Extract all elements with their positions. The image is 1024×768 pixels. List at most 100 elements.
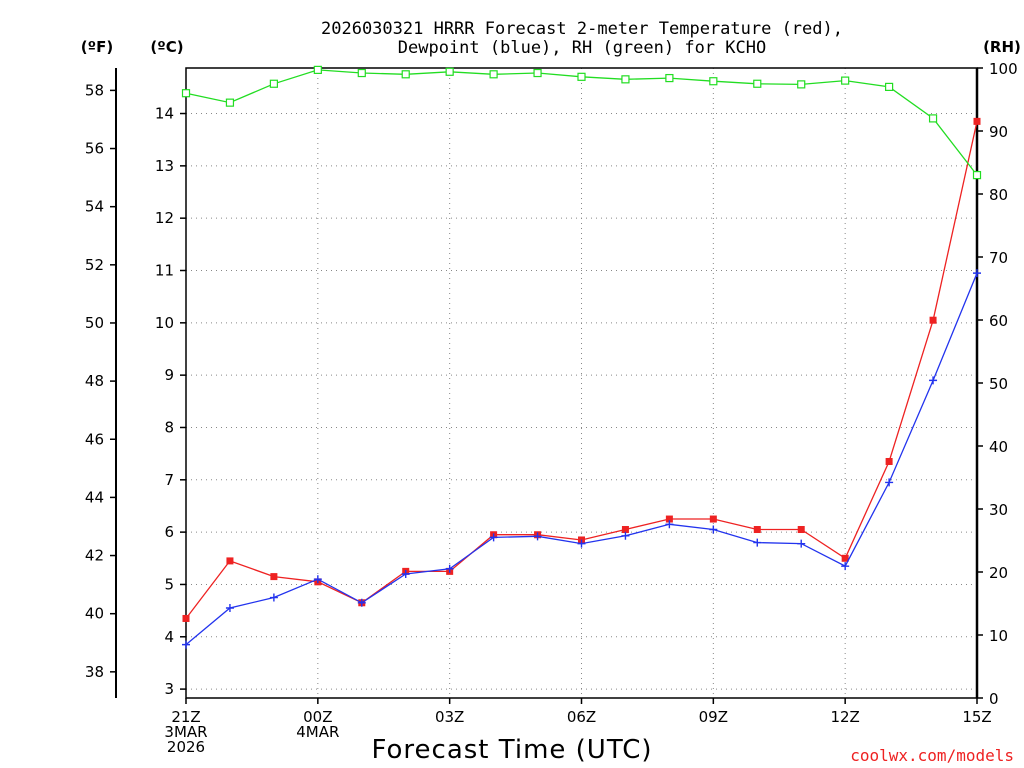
labels: 2026030321 HRRR Forecast 2-meter Tempera… (81, 19, 1021, 765)
dewpoint-point (269, 593, 278, 602)
rh-point (972, 171, 982, 180)
dewpoint-point (182, 640, 190, 649)
dewpoint-point (489, 533, 498, 542)
rh-axis-label: (RH) (983, 38, 1021, 56)
celsius-tick-label: 13 (155, 157, 174, 175)
celsius-tick-label: 4 (164, 628, 174, 646)
rh-tick-label: 50 (989, 375, 1008, 393)
fahrenheit-tick-label: 50 (85, 314, 104, 332)
dewpoint-point (401, 569, 410, 578)
rh-tick-label: 40 (989, 438, 1008, 456)
dewpoint-point (357, 598, 366, 607)
dewpoint-point (929, 376, 938, 385)
x-tick-label: 03Z (435, 708, 464, 726)
rh-point (225, 98, 235, 107)
rh-tick-label: 20 (989, 564, 1008, 582)
rh-point (533, 68, 542, 78)
temperature-point (841, 554, 849, 562)
rh-point (489, 70, 498, 79)
fahrenheit-tick-label: 48 (85, 372, 104, 390)
dewpoint-point (225, 604, 234, 612)
rh-point (665, 73, 674, 83)
fahrenheit-tick-label: 44 (85, 488, 104, 506)
rh-point (885, 82, 894, 92)
rh-point (753, 79, 762, 88)
fahrenheit-tick-label: 58 (85, 81, 104, 99)
fahrenheit-axis-label: (ºF) (81, 38, 113, 56)
rh-tick-label: 30 (989, 501, 1008, 519)
dewpoint-point (973, 269, 981, 278)
rh-tick-label: 70 (989, 249, 1008, 267)
x-tick-label: 4MAR (296, 723, 339, 741)
temperature-point (885, 457, 893, 465)
rh-point (797, 80, 806, 89)
x-tick-label: 12Z (830, 708, 859, 726)
fahrenheit-tick-label: 56 (85, 140, 104, 158)
celsius-tick-label: 5 (164, 575, 174, 593)
chart-title-line-1: 2026030321 HRRR Forecast 2-meter Tempera… (321, 19, 843, 39)
dewpoint-point (841, 562, 850, 571)
temperature-point (709, 515, 717, 523)
celsius-tick-label: 12 (155, 209, 174, 227)
fahrenheit-tick-label: 42 (85, 547, 104, 565)
gridlines (185, 68, 978, 698)
temperature-point (621, 526, 629, 534)
rh-tick-label: 80 (989, 186, 1008, 204)
celsius-tick-label: 3 (164, 680, 174, 698)
rh-point (445, 67, 454, 76)
axes (110, 67, 983, 704)
rh-point (357, 68, 366, 78)
celsius-tick-label: 8 (164, 418, 174, 436)
rh-point (709, 77, 718, 86)
rh-point (577, 72, 586, 81)
celsius-tick-label: 10 (155, 314, 174, 332)
celsius-tick-label: 14 (155, 105, 174, 123)
rh-tick-label: 10 (989, 627, 1008, 645)
rh-tick-label: 90 (989, 123, 1008, 141)
celsius-tick-label: 11 (155, 262, 174, 280)
dewpoint-point (313, 575, 322, 584)
temperature-point (182, 614, 190, 622)
rh-tick-label: 0 (989, 690, 999, 708)
rh-point (841, 76, 850, 85)
temperature-point (973, 117, 981, 125)
dewpoint-point (797, 539, 806, 548)
x-tick-label: 3MAR (164, 723, 207, 741)
rh-point (269, 79, 278, 88)
dewpoint-point (577, 539, 586, 548)
celsius-tick-label: 7 (164, 471, 174, 489)
fahrenheit-tick-label: 38 (85, 663, 104, 681)
temperature-point (797, 526, 805, 534)
x-tick-label: 21Z (171, 708, 200, 726)
temperature-point (270, 573, 278, 581)
dewpoint-point (621, 531, 630, 540)
fahrenheit-tick-label: 40 (85, 605, 104, 623)
celsius-tick-label: 6 (164, 523, 174, 541)
dewpoint-point (533, 532, 542, 541)
fahrenheit-tick-label: 46 (85, 430, 104, 448)
dewpoint-point (665, 520, 674, 529)
fahrenheit-tick-label: 54 (85, 198, 104, 216)
x-tick-label: 09Z (699, 708, 728, 726)
rh-point (401, 70, 410, 79)
temperature-point (226, 557, 234, 565)
temperature-point (753, 526, 761, 534)
fahrenheit-tick-label: 52 (85, 256, 104, 274)
temperature-point (929, 316, 937, 324)
x-tick-label: 2026 (167, 738, 205, 756)
rh-point (621, 75, 630, 84)
x-tick-label: 00Z (303, 708, 332, 726)
celsius-axis-label: (ºC) (150, 38, 183, 56)
dewpoint-point (709, 525, 718, 534)
x-tick-label: 06Z (567, 708, 596, 726)
rh-tick-label: 100 (989, 60, 1018, 78)
x-axis-label: Forecast Time (UTC) (371, 735, 652, 765)
dewpoint-point (445, 564, 454, 573)
series (181, 65, 982, 649)
x-tick-label: 15Z (962, 708, 991, 726)
dewpoint-point (885, 478, 894, 487)
watermark: coolwx.com/models (850, 746, 1014, 765)
chart-title-line-2: Dewpoint (blue), RH (green) for KCHO (398, 38, 766, 58)
temperature-point (665, 515, 673, 523)
